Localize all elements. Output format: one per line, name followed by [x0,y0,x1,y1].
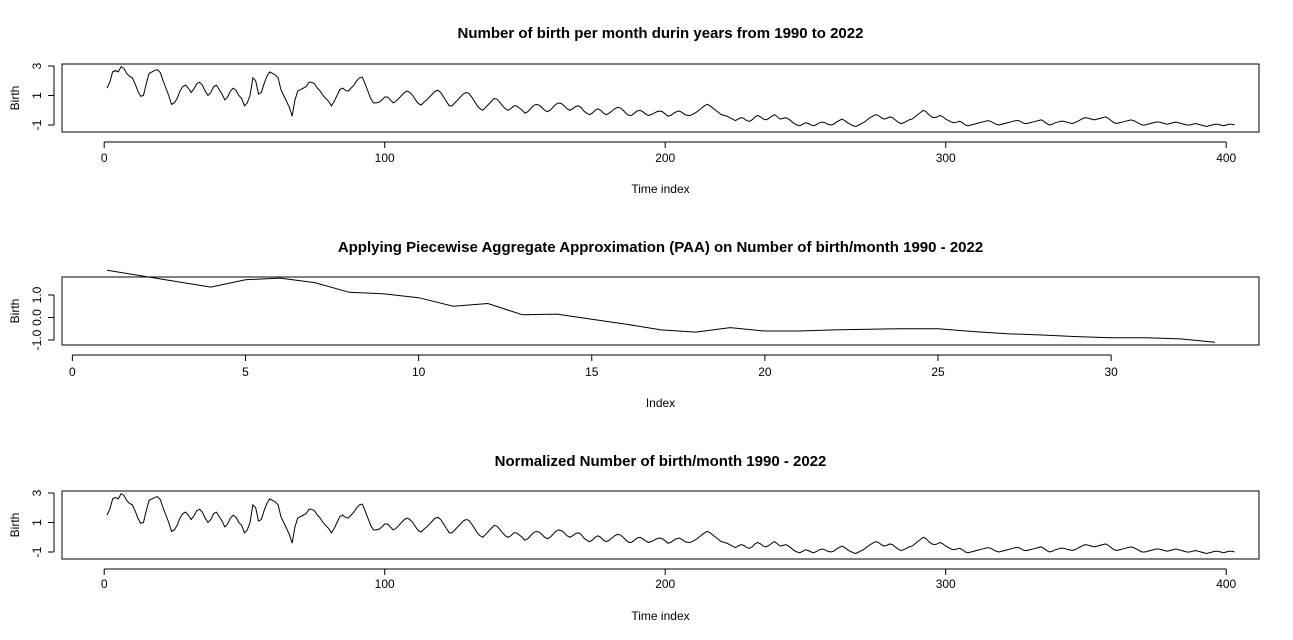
chart-title-3: Normalized Number of birth/month 1990 - … [495,453,827,470]
x-tick-label: 0 [69,365,76,379]
y-tick-label: 3 [30,489,44,496]
plot-frame-1 [61,63,1260,133]
y-tick-label: 1 [30,92,44,99]
x-tick-label: 400 [1216,151,1236,165]
x-tick-label: 200 [655,151,675,165]
x-tick-label: 400 [1216,577,1236,591]
x-tick-label: 25 [931,365,945,379]
y-tick-label: 1 [30,519,44,526]
y-tick-label: 1.0 [30,286,44,303]
series-line-2 [106,269,1216,343]
x-axis-label-1: Time index [631,182,689,196]
y-tick-label: 3 [30,62,44,69]
x-tick-label: 15 [585,365,599,379]
y-tick-label: -1.0 [30,329,44,350]
x-tick-label: 200 [655,577,675,591]
x-tick-label: 300 [936,151,956,165]
x-tick-label: 300 [936,577,956,591]
y-axis-label-2: Birth [8,299,22,324]
x-tick-label: 5 [242,365,249,379]
x-axis-label-2: Index [646,396,675,410]
y-tick-label: -1 [30,546,44,557]
x-tick-label: 100 [375,151,395,165]
series-line-3 [106,493,1235,555]
plot-frame-2 [61,276,1260,346]
x-tick-label: 0 [101,151,108,165]
x-tick-label: 100 [375,577,395,591]
x-tick-label: 10 [412,365,426,379]
chart-title-1: Number of birth per month durin years fr… [458,25,864,42]
x-tick-label: 0 [101,577,108,591]
y-axis-label-1: Birth [8,86,22,111]
x-tick-label: 30 [1104,365,1118,379]
chart-title-2: Applying Piecewise Aggregate Approximati… [338,239,983,256]
y-tick-label: 0.0 [30,309,44,326]
x-tick-label: 20 [758,365,772,379]
series-line-1 [106,66,1235,128]
x-axis-label-3: Time index [631,609,689,623]
y-axis-label-3: Birth [8,513,22,538]
y-tick-label: -1 [30,119,44,130]
plot-frame-3 [61,490,1260,560]
